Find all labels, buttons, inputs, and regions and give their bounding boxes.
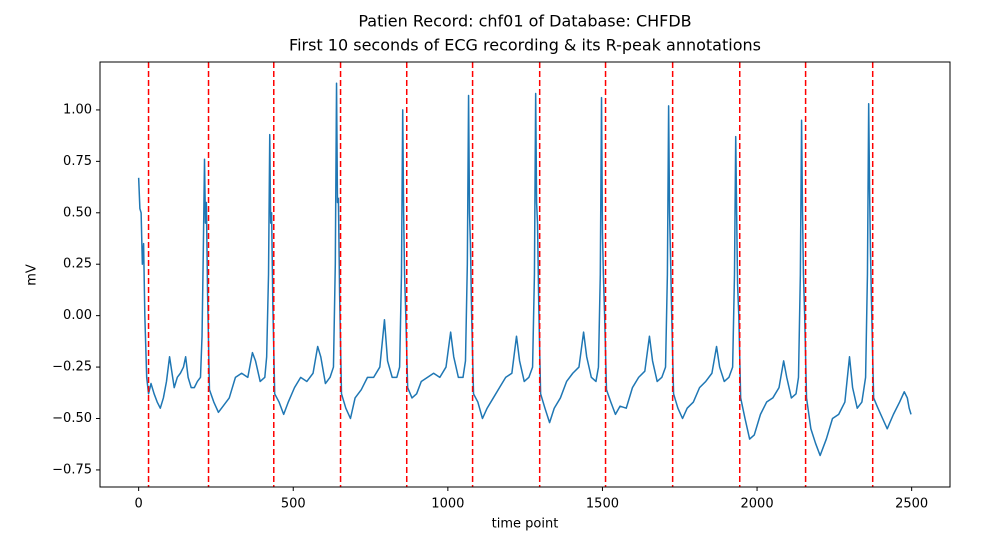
x-tick-label: 1000: [431, 497, 464, 512]
plot-frame: [99, 61, 951, 488]
y-tick-label: 0.50: [63, 205, 92, 220]
y-tick-label: 0.75: [63, 154, 92, 169]
y-tick-label: 1.00: [63, 102, 92, 117]
x-tick-label: 500: [281, 497, 306, 512]
x-tick-label: 2000: [741, 497, 774, 512]
x-tick-label: 0: [135, 497, 143, 512]
x-tick-label: 1500: [586, 497, 619, 512]
y-tick-label: −0.75: [52, 462, 92, 477]
chart-subtitle: First 10 seconds of ECG recording & its …: [289, 36, 761, 55]
y-axis-label: mV: [25, 264, 40, 286]
y-tick-label: −0.25: [52, 360, 92, 375]
y-tick-label: 0.25: [63, 257, 92, 272]
x-tick-label: 2500: [895, 497, 928, 512]
y-tick-label: 0.00: [63, 308, 92, 323]
chart-title: Patien Record: chf01 of Database: CHFDB: [358, 12, 691, 31]
ecg-line: [137, 82, 912, 457]
y-tick-label: −0.50: [52, 411, 92, 426]
x-axis-label: time point: [492, 517, 559, 532]
